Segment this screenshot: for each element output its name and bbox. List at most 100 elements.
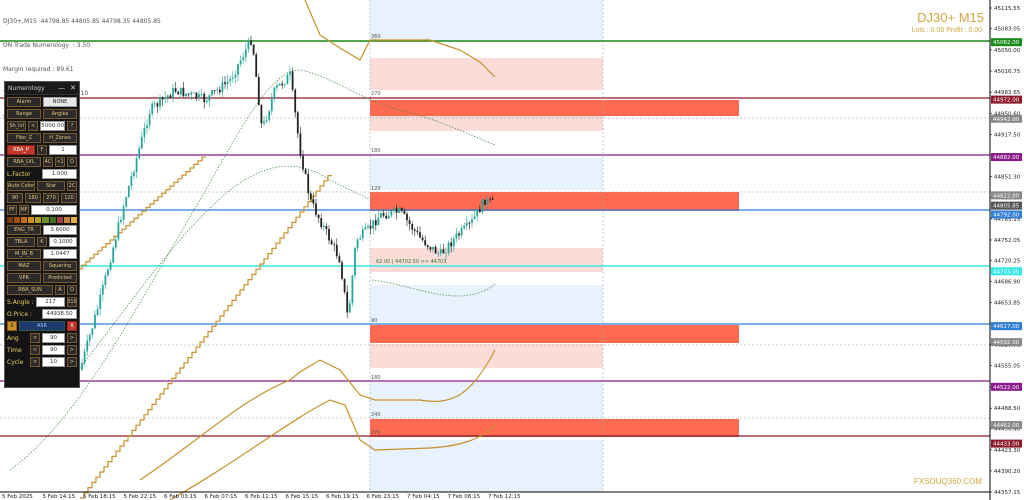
candle-body [216,89,219,91]
tbla-input[interactable]: 0.1000 [49,237,77,247]
rba-f-button[interactable]: F [37,145,47,155]
grid-layer [0,117,990,419]
cycle-inc[interactable]: > [67,357,77,367]
time-tick-label: 5 Feb 22:15 [124,494,157,500]
range-button[interactable]: Range [7,109,41,119]
ang-inc[interactable]: > [67,333,77,343]
s-angle-input[interactable]: 217 [36,297,65,307]
candle-body [309,193,312,200]
price-tick-label: 44488.50 [994,406,1021,412]
candle-body [99,294,102,310]
numerology-panel[interactable]: Numerology — ✕ Alarm NONE Range Angles Sh_… [4,81,80,388]
zone-band [370,285,603,322]
time-inc[interactable]: > [67,345,77,355]
auto-color-button[interactable]: Auto Color [7,181,35,191]
sh-lvl-help[interactable]: ? [67,121,77,131]
ff-input[interactable]: 0.100 [31,205,77,215]
time-dec[interactable]: < [30,345,40,355]
tbla-button[interactable]: TBLA [7,237,35,247]
price-tick-label: 44653.85 [994,301,1021,307]
angle-270-button[interactable]: 270 [43,193,59,203]
time-input[interactable]: 90 [42,345,65,355]
mf-button[interactable]: MF [19,205,29,215]
angles-button[interactable]: Angles [43,109,77,119]
color-swatches[interactable] [5,217,79,223]
candle-body [478,209,481,213]
candle-body [330,240,333,245]
maz-button[interactable]: MAZ [7,261,41,271]
candle-body [146,125,148,128]
s-button[interactable]: S [7,321,17,331]
candle-body [361,229,364,239]
angle-90-button[interactable]: 90 [7,193,23,203]
rba-4c-button[interactable]: 4C [43,157,53,167]
candle-body [211,90,213,96]
candle-body [315,203,317,215]
rba-sun-d-button[interactable]: D [67,285,77,295]
m-in-b-button[interactable]: M_IN_B [7,249,41,259]
minimize-icon[interactable]: — [58,84,66,92]
candle-body [286,74,289,85]
close-icon[interactable]: ✕ [70,84,76,92]
time-tick-label: 6 Feb 23:15 [367,494,400,500]
rba-input[interactable]: 1 [49,145,77,155]
eng-tr-button[interactable]: ENG_TR [7,225,41,235]
angle-label: 240 [371,412,381,418]
zone-red [370,192,739,211]
zone-band [370,58,603,90]
candle-body [411,224,414,230]
candle-body [346,291,349,313]
eng-tr-input[interactable]: 3.6000 [43,225,77,235]
squaring-button[interactable]: Squaring [43,261,77,271]
angle-120-button[interactable]: 120 [61,193,77,203]
panel-header: Numerology — ✕ [5,82,79,95]
o-price-input[interactable]: 44938.50 [42,309,77,319]
price-tick-label: 44917.50 [994,132,1021,138]
rba-p-button[interactable]: RBA_P [7,145,35,155]
time-tick-label: 6 Feb 15:15 [286,494,319,500]
gold-curve [169,399,496,500]
l-factor-input[interactable]: 1.000 [42,169,77,179]
sh-lvl-prev[interactable]: < [28,121,39,131]
ang-dec[interactable]: < [30,333,40,343]
fibo-z-button[interactable]: Fibo_Z [7,133,41,143]
h-zones-button[interactable]: H_Zones [43,133,77,143]
price-tick-label: 45050.00 [994,48,1021,54]
m-in-b-input[interactable]: 1.0447 [43,249,77,259]
sh-lvl-button[interactable]: Sh_lvl [7,121,27,131]
angle-180-button[interactable]: 180 [25,193,41,203]
vpr-button[interactable]: VPR [7,273,41,283]
cycle-input[interactable]: 10 [42,357,65,367]
ff-button[interactable]: FF [7,205,17,215]
rba-d-button[interactable]: D [67,157,77,167]
candle-body [348,303,351,313]
star-button[interactable]: Star [37,181,65,191]
ang-input[interactable]: 90 [42,333,65,343]
sh-lvl-input[interactable]: 5000.00 [40,121,65,131]
candle-body [328,229,330,241]
tbla-k-button[interactable]: K [37,237,47,247]
x-button[interactable]: X [67,321,77,331]
asr-button[interactable]: ASR [19,321,65,331]
price-tick-label: 45016.75 [994,69,1021,75]
rba-lvl-button[interactable]: RBA_LVL [7,157,41,167]
s-angle-value[interactable]: 319 [67,297,77,307]
2c-button[interactable]: 2C [67,181,77,191]
rba-sun-button[interactable]: RBA_SUN [7,285,53,295]
cycle-dec[interactable]: < [30,357,40,367]
candle-body [403,210,406,214]
candle-body [268,111,271,120]
candle-body [114,239,117,248]
rba-lt1-button[interactable]: <1 [55,157,65,167]
candle-body [307,173,310,194]
candles-layer [81,35,494,371]
candle-body [296,112,299,134]
candle-body [455,233,458,239]
rba-sun-a-button[interactable]: A [55,285,65,295]
alarm-button[interactable]: Alarm [7,97,41,107]
candle-body [291,71,294,90]
predicted-button[interactable]: Predicted [43,273,77,283]
candle-body [385,215,388,219]
alarm-value[interactable]: NONE [43,97,77,107]
